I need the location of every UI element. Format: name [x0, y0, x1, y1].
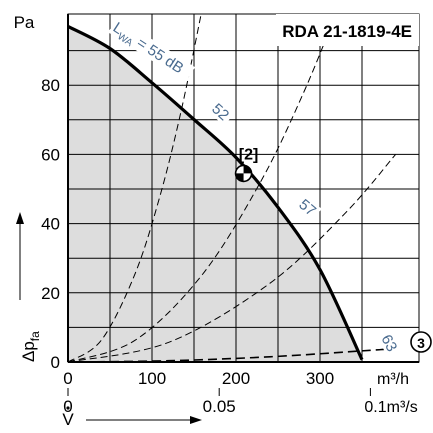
flow-symbol: V: [62, 410, 74, 428]
x2-tick-label: 0.05: [203, 397, 236, 416]
operating-point-quadrant: [235, 173, 244, 182]
operating-point-marker: [234, 164, 253, 183]
system-marker: 3: [410, 331, 432, 353]
y-axis-symbol-text: Δpfa: [19, 331, 42, 362]
y-arrow-head: [16, 212, 24, 224]
y-tick-label: 40: [41, 215, 60, 234]
y-tick-label: 80: [41, 76, 60, 95]
x-tick-label: 300: [306, 369, 334, 388]
title-background: [276, 14, 419, 46]
y-tick-label: 20: [41, 284, 60, 303]
operating-point-quadrant: [243, 165, 252, 174]
labels: RDA 21-1819-4E Pa 0 20 40 60 80 0 100 200 300 m³/h 0…: [14, 13, 419, 429]
y-unit-label: Pa: [14, 13, 35, 32]
flow-arrow-head: [190, 416, 202, 424]
plot-frame: [67, 13, 420, 363]
system-marker-circle: [410, 331, 432, 353]
sound-level-label: 52: [207, 99, 235, 126]
sound-level-background: [207, 99, 235, 126]
system-curve: [68, 15, 336, 362]
sound-level-text: 63: [377, 332, 400, 355]
x2-tick-label: 0.1m³/s: [364, 399, 417, 416]
x-tick-label: 200: [222, 369, 250, 388]
y-tick-label: 60: [41, 145, 60, 164]
grid: [68, 14, 419, 362]
x-unit-label: m³/h: [377, 371, 409, 388]
x-tick-label: 0: [63, 369, 72, 388]
operating-point-label: [2]: [239, 146, 259, 163]
sound-level-text: 57: [295, 196, 319, 220]
y-axis-symbol-main: Δp: [19, 341, 38, 362]
y-axis-symbol: Δpfa: [19, 331, 42, 362]
sound-level-label: 57: [294, 194, 322, 222]
operating-area-fill: [68, 26, 362, 362]
fan-curve: [68, 24, 364, 361]
sound-level-background: [108, 17, 196, 83]
chart-title: RDA 21-1819-4E: [282, 22, 412, 41]
x-tick-label: 100: [138, 369, 166, 388]
sound-level-background: [377, 330, 402, 358]
system-curve: [68, 16, 202, 362]
y-axis-symbol-subscript: fa: [28, 331, 42, 341]
system-marker-label: 3: [417, 335, 425, 351]
fan-curve-layer: [68, 24, 364, 361]
title-box: RDA 21-1819-4E: [276, 14, 419, 46]
markers: [2] 3: [234, 146, 432, 353]
y-tick-label: 0: [51, 353, 60, 372]
sound-level-background: [294, 194, 322, 222]
sound-level-label: 63: [377, 330, 402, 358]
operating-area: [68, 26, 362, 362]
flow-dot: [66, 406, 70, 410]
sound-level-text: 52: [208, 100, 232, 124]
